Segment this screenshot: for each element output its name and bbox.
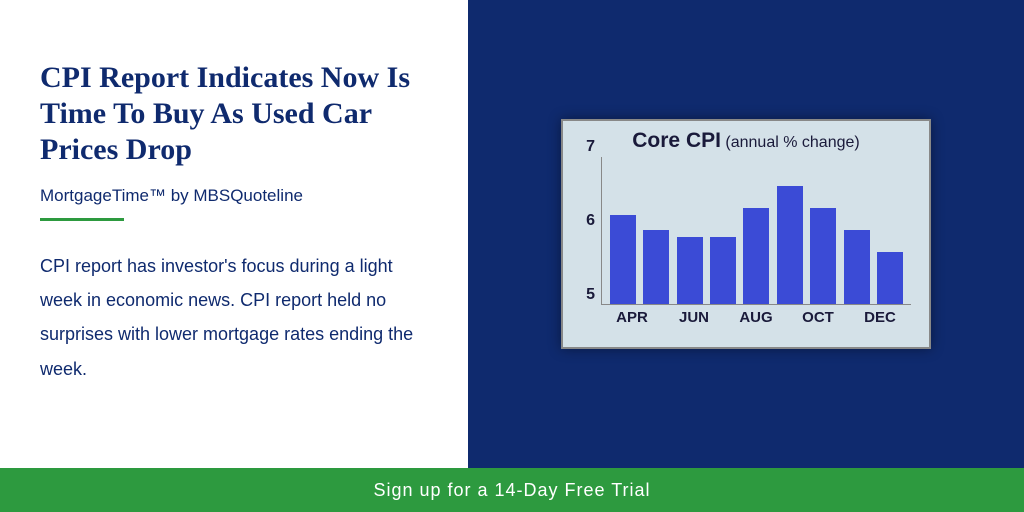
chart-bar (610, 215, 636, 304)
chart-bar (777, 186, 803, 304)
chart-title: Core CPI (annual % change) (577, 129, 915, 153)
chart-plot (601, 157, 911, 305)
cpi-chart: Core CPI (annual % change) 567 APRJUNAUG… (561, 119, 931, 349)
y-tick: 6 (586, 212, 595, 230)
y-axis: 567 (577, 157, 597, 305)
chart-bar (743, 208, 769, 304)
headline: CPI Report Indicates Now Is Time To Buy … (40, 60, 428, 168)
divider (40, 218, 124, 221)
x-label: APR (604, 309, 660, 326)
x-label: JUN (666, 309, 722, 326)
left-panel: CPI Report Indicates Now Is Time To Buy … (0, 0, 468, 468)
y-tick: 5 (586, 286, 595, 304)
cta-label: Sign up for a 14-Day Free Trial (373, 480, 650, 501)
x-label: OCT (790, 309, 846, 326)
x-label: DEC (852, 309, 908, 326)
x-axis: APR JUN AUG OCT DEC (601, 309, 911, 326)
chart-area: 567 (601, 157, 911, 305)
chart-title-sub: (annual % change) (725, 134, 859, 151)
right-panel: Core CPI (annual % change) 567 APRJUNAUG… (468, 0, 1024, 468)
subtitle: MortgageTime™ by MBSQuoteline (40, 186, 428, 206)
chart-bar (877, 252, 903, 304)
body-text: CPI report has investor's focus during a… (40, 249, 428, 386)
chart-bar (710, 237, 736, 304)
x-label: AUG (728, 309, 784, 326)
chart-bar (844, 230, 870, 304)
chart-bar (643, 230, 669, 304)
chart-title-main: Core CPI (632, 129, 721, 152)
cta-bar[interactable]: Sign up for a 14-Day Free Trial (0, 468, 1024, 512)
chart-bar (810, 208, 836, 304)
main-container: CPI Report Indicates Now Is Time To Buy … (0, 0, 1024, 468)
chart-bar (677, 237, 703, 304)
y-tick: 7 (586, 138, 595, 156)
